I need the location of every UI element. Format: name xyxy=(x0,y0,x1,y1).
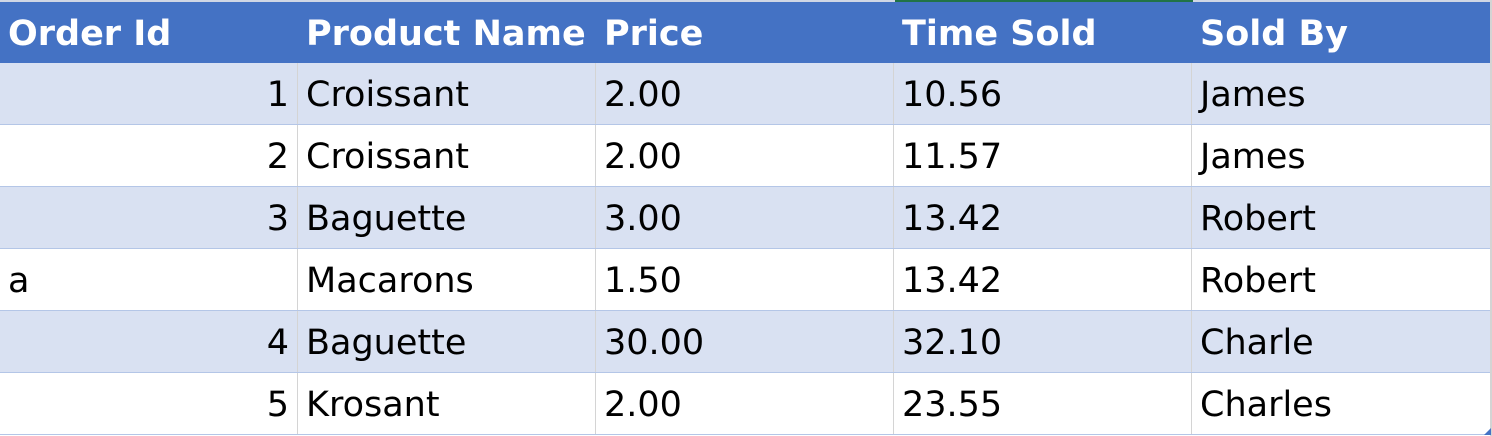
price-cell[interactable]: 3.00 xyxy=(596,187,894,248)
header-time-sold[interactable]: Time Sold xyxy=(902,14,1097,54)
sold-by-cell[interactable]: James xyxy=(1200,75,1306,115)
header-price[interactable]: Price xyxy=(604,14,704,54)
sold-by-cell[interactable]: Charles xyxy=(1200,385,1332,425)
order-id-cell[interactable]: 1 xyxy=(0,63,298,124)
product-name-cell[interactable]: Krosant xyxy=(298,373,596,434)
header-sold-by[interactable]: Sold By xyxy=(1200,14,1348,54)
sold-by-cell[interactable]: Charle xyxy=(1200,323,1314,363)
header-order-id[interactable]: Order Id xyxy=(8,14,172,54)
time-sold-cell[interactable]: 13.42 xyxy=(894,249,1192,310)
sold-by-cell[interactable]: Robert xyxy=(1200,261,1317,301)
order-id-cell[interactable]: 2 xyxy=(0,125,298,186)
active-column-indicator xyxy=(895,0,1193,2)
sheet-edge-divider xyxy=(1490,0,1492,436)
table-row: 4 Baguette 30.00 32.10 Charle xyxy=(0,311,1490,373)
table-row: 2 Croissant 2.00 11.57 James xyxy=(0,125,1490,187)
price-cell[interactable]: 2.00 xyxy=(596,125,894,186)
price-cell[interactable]: 2.00 xyxy=(596,63,894,124)
time-sold-cell[interactable]: 10.56 xyxy=(894,63,1192,124)
order-id-cell[interactable]: 3 xyxy=(0,187,298,248)
table-row: 3 Baguette 3.00 13.42 Robert xyxy=(0,187,1490,249)
product-name-cell[interactable]: Baguette xyxy=(298,311,596,372)
order-id-cell[interactable]: a xyxy=(0,249,298,310)
product-name-cell[interactable]: Croissant xyxy=(298,63,596,124)
time-sold-cell[interactable]: 13.42 xyxy=(894,187,1192,248)
product-name-cell[interactable]: Croissant xyxy=(298,125,596,186)
product-name-cell[interactable]: Macarons xyxy=(298,249,596,310)
price-cell[interactable]: 1.50 xyxy=(596,249,894,310)
price-cell[interactable]: 2.00 xyxy=(596,373,894,434)
table-row: 1 Croissant 2.00 10.56 James xyxy=(0,63,1490,125)
time-sold-cell[interactable]: 11.57 xyxy=(894,125,1192,186)
time-sold-cell[interactable]: 23.55 xyxy=(894,373,1192,434)
table-row: 5 Krosant 2.00 23.55 Charles xyxy=(0,373,1490,435)
table-header-row: Order Id Product Name Price Time Sold So… xyxy=(0,0,1490,63)
order-id-cell[interactable]: 4 xyxy=(0,311,298,372)
table-row: a Macarons 1.50 13.42 Robert xyxy=(0,249,1490,311)
header-product-name[interactable]: Product Name xyxy=(306,14,586,54)
price-cell[interactable]: 30.00 xyxy=(596,311,894,372)
order-id-cell[interactable]: 5 xyxy=(0,373,298,434)
product-name-cell[interactable]: Baguette xyxy=(298,187,596,248)
sold-by-cell[interactable]: Robert xyxy=(1200,199,1317,239)
time-sold-cell[interactable]: 32.10 xyxy=(894,311,1192,372)
sold-by-cell[interactable]: James xyxy=(1200,137,1306,177)
table-resize-handle[interactable] xyxy=(1484,428,1491,435)
